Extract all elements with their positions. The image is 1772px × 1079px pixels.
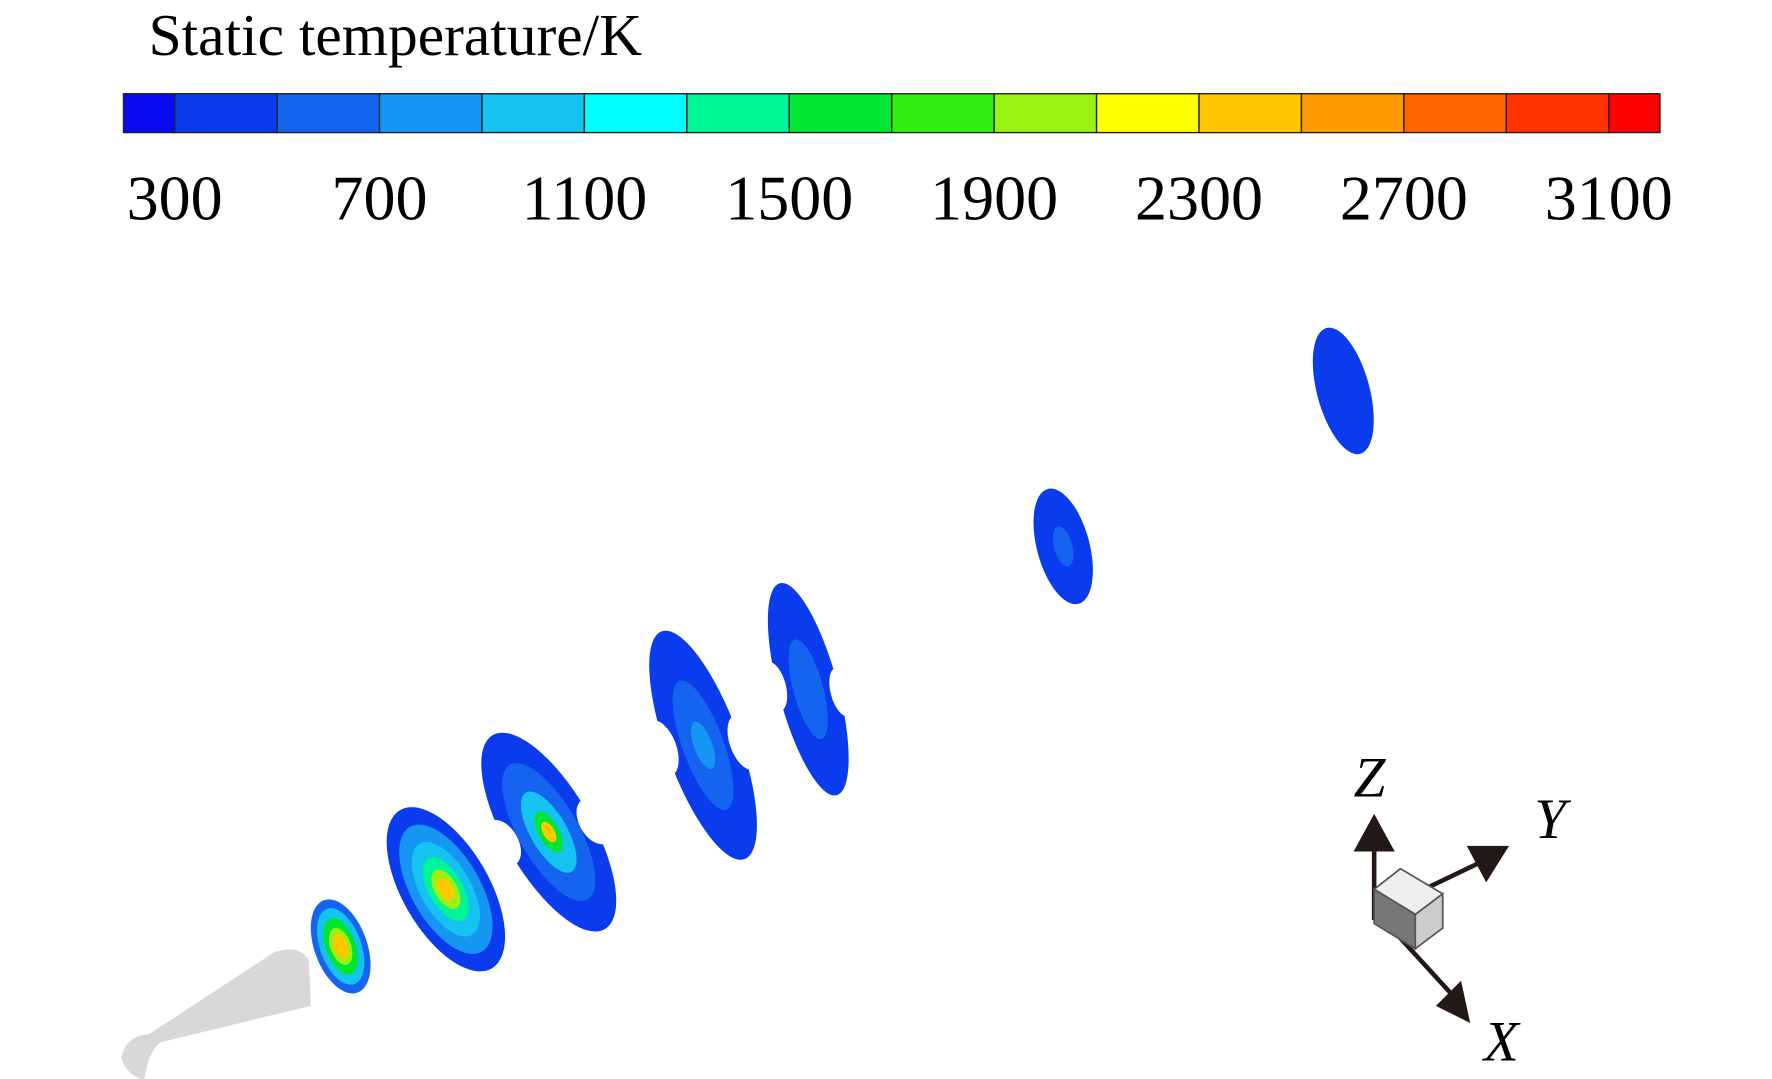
nozzle: [121, 949, 311, 1079]
colorbar-tick-label: 1500: [725, 162, 853, 233]
colorbar-segment: [1300, 93, 1405, 134]
colorbar-segment: [378, 93, 483, 134]
colorbar-segment: [276, 93, 381, 134]
colorbar-segment: [891, 93, 995, 134]
slice: [1312, 327, 1374, 455]
colorbar-segment: [1198, 93, 1303, 134]
colorbar-tick-label: 2700: [1340, 162, 1468, 233]
slice: [642, 630, 764, 860]
colorbar-segment: [1608, 93, 1661, 134]
axis-label-y: Y: [1534, 788, 1571, 851]
colorbar-segment: [788, 93, 893, 134]
colorbar-tick-label: 300: [127, 162, 223, 233]
colorbar-segment: [583, 93, 688, 134]
axis-label-z: Z: [1354, 747, 1387, 810]
slice: [761, 582, 855, 796]
colorbar: 300 700 1100 1500 1900 2300 2700 3100: [122, 93, 1673, 233]
axis-triad: [1353, 813, 1510, 1023]
colorbar-tick-label: 1900: [930, 162, 1058, 233]
colorbar-segment: [1505, 93, 1610, 134]
colorbar-segment: [686, 93, 790, 134]
contour-slices: [310, 327, 1374, 994]
colorbar-segment: [993, 93, 1098, 134]
colorbar-segment: [481, 93, 586, 134]
axis-label-x: X: [1482, 1011, 1521, 1074]
colorbar-tick-label: 2300: [1135, 162, 1263, 233]
colorbar-segment: [1095, 93, 1200, 134]
colorbar-tick-label: 700: [332, 162, 428, 233]
colorbar-segment: [122, 93, 176, 134]
slice: [386, 807, 506, 972]
slice: [310, 899, 371, 994]
colorbar-segment: [173, 93, 278, 134]
slice: [1033, 488, 1093, 605]
colorbar-tick-label: 3100: [1545, 162, 1673, 233]
colorbar-tick-label: 1100: [522, 162, 648, 233]
colorbar-segment: [1403, 93, 1508, 134]
colorbar-title: Static temperature/K: [149, 2, 643, 68]
slice: [481, 732, 617, 932]
